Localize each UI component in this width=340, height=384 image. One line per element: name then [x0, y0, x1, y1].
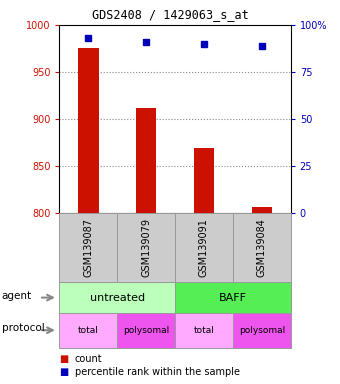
Text: GSM139079: GSM139079: [141, 218, 151, 277]
Text: polysomal: polysomal: [123, 326, 169, 335]
Text: GSM139091: GSM139091: [199, 218, 209, 277]
Bar: [136, 108, 156, 213]
Text: polysomal: polysomal: [239, 326, 285, 335]
Text: untreated: untreated: [90, 293, 145, 303]
Text: total: total: [193, 326, 215, 335]
Text: GDS2408 / 1429063_s_at: GDS2408 / 1429063_s_at: [91, 8, 249, 22]
Text: BAFF: BAFF: [219, 293, 247, 303]
Bar: [194, 148, 214, 213]
Text: GSM139084: GSM139084: [257, 218, 267, 277]
Text: total: total: [78, 326, 99, 335]
Text: ■: ■: [59, 367, 69, 377]
Bar: [78, 48, 99, 213]
Text: count: count: [75, 354, 102, 364]
Text: protocol: protocol: [2, 323, 45, 333]
Text: ■: ■: [59, 354, 69, 364]
Bar: [252, 207, 272, 213]
Text: GSM139087: GSM139087: [83, 218, 94, 277]
Text: agent: agent: [2, 291, 32, 301]
Text: percentile rank within the sample: percentile rank within the sample: [75, 367, 240, 377]
